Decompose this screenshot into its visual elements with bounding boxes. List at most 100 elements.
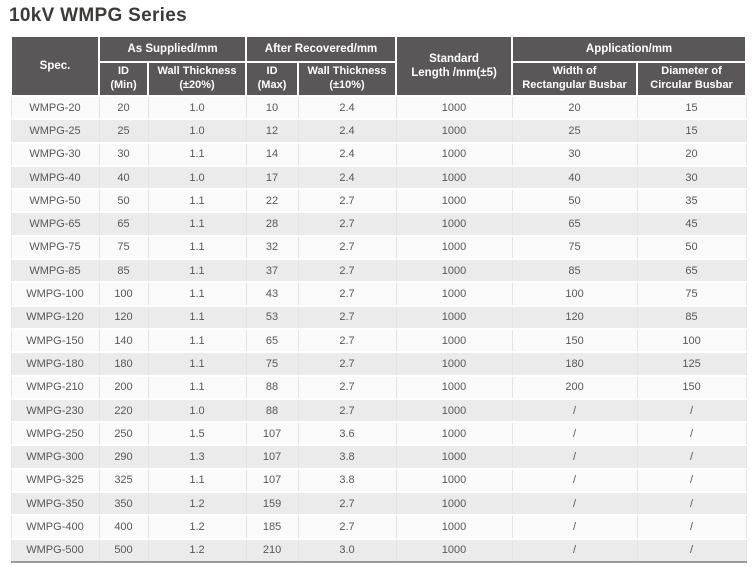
cell-width-rect-busbar: /	[511, 491, 638, 517]
cell-id-min: 40	[98, 164, 149, 191]
cell-id-min: 350	[98, 491, 149, 517]
cell-id-min: 325	[98, 467, 149, 494]
header-after-recovered: After Recovered/mm	[245, 35, 398, 63]
cell-spec: WMPG-65	[10, 211, 100, 237]
cell-dia-circ-busbar: 50	[636, 234, 747, 261]
cell-wall-thickness-10: 2.7	[297, 327, 397, 354]
cell-wall-thickness-10: 2.4	[297, 164, 397, 191]
table-row: WMPG-120 120 1.1 53 2.7 1000 120 85	[10, 304, 747, 330]
cell-width-rect-busbar: 30	[511, 141, 638, 167]
cell-dia-circ-busbar: 30	[636, 164, 747, 191]
cell-id-max: 107	[245, 467, 299, 494]
cell-spec: WMPG-400	[10, 514, 100, 540]
cell-width-rect-busbar: 50	[511, 188, 638, 214]
cell-standard-length: 1000	[395, 491, 513, 517]
table-row: WMPG-30 30 1.1 14 2.4 1000 30 20	[10, 141, 747, 167]
cell-spec: WMPG-30	[10, 141, 100, 167]
cell-id-max: 107	[245, 421, 299, 447]
cell-wall-thickness-10: 3.8	[297, 444, 397, 470]
cell-width-rect-busbar: 180	[511, 351, 638, 377]
cell-dia-circ-busbar: 75	[636, 281, 747, 307]
cell-standard-length: 1000	[395, 141, 513, 167]
cell-id-max: 65	[245, 327, 299, 354]
cell-id-min: 85	[98, 258, 149, 284]
cell-standard-length: 1000	[395, 94, 513, 121]
cell-standard-length: 1000	[395, 327, 513, 354]
cell-spec: WMPG-85	[10, 258, 100, 284]
cell-width-rect-busbar: 25	[511, 118, 638, 144]
cell-id-min: 30	[98, 141, 149, 167]
cell-id-max: 107	[245, 444, 299, 470]
header-standard-length: Standard Length /mm(±5)	[395, 35, 514, 97]
header-dia-circ-busbar: Diameter of Circular Busbar	[636, 61, 748, 97]
cell-wall-thickness-10: 3.8	[297, 467, 397, 494]
cell-wall-thickness-20: 1.2	[147, 491, 247, 517]
cell-id-min: 200	[98, 374, 149, 400]
cell-id-min: 120	[98, 304, 149, 330]
table-row: WMPG-50 50 1.1 22 2.7 1000 50 35	[10, 188, 747, 214]
cell-dia-circ-busbar: 15	[636, 94, 747, 121]
table-row: WMPG-20 20 1.0 10 2.4 1000 20 15	[10, 94, 747, 121]
cell-dia-circ-busbar: /	[636, 397, 747, 424]
cell-spec: WMPG-210	[10, 374, 100, 400]
cell-id-min: 290	[98, 444, 149, 470]
cell-spec: WMPG-325	[10, 467, 100, 494]
cell-wall-thickness-10: 2.4	[297, 141, 397, 167]
cell-wall-thickness-20: 1.1	[147, 467, 247, 494]
table-row: WMPG-400 400 1.2 185 2.7 1000//	[10, 514, 747, 540]
cell-spec: WMPG-100	[10, 281, 100, 307]
table-row: WMPG-350 350 1.2 159 2.7 1000//	[10, 491, 747, 517]
cell-dia-circ-busbar: 125	[636, 351, 747, 377]
cell-dia-circ-busbar: 20	[636, 141, 747, 167]
cell-spec: WMPG-40	[10, 164, 100, 191]
cell-wall-thickness-20: 1.1	[147, 258, 247, 284]
cell-wall-thickness-10: 2.7	[297, 188, 397, 214]
cell-wall-thickness-10: 2.7	[297, 281, 397, 307]
cell-wall-thickness-10: 2.7	[297, 374, 397, 400]
header-id-max: ID (Max)	[245, 61, 300, 97]
cell-id-max: 88	[245, 397, 299, 424]
cell-width-rect-busbar: 40	[511, 164, 638, 191]
cell-dia-circ-busbar: /	[636, 514, 747, 540]
cell-wall-thickness-20: 1.0	[147, 164, 247, 191]
cell-id-min: 75	[98, 234, 149, 261]
cell-id-min: 500	[98, 537, 149, 563]
cell-wall-thickness-20: 1.2	[147, 514, 247, 540]
cell-spec: WMPG-250	[10, 421, 100, 447]
cell-width-rect-busbar: 65	[511, 211, 638, 237]
table-row: WMPG-150 140 1.1 65 2.7 1000 150 100	[10, 327, 747, 354]
cell-wall-thickness-10: 2.7	[297, 351, 397, 377]
cell-width-rect-busbar: /	[511, 444, 638, 470]
cell-wall-thickness-10: 2.4	[297, 94, 397, 121]
cell-spec: WMPG-300	[10, 444, 100, 470]
header-group-row: Spec. As Supplied/mm After Recovered/mm …	[10, 35, 748, 97]
cell-width-rect-busbar: 100	[511, 281, 638, 307]
table-row: WMPG-40 40 1.0 17 2.4 1000 40 30	[10, 164, 747, 191]
cell-dia-circ-busbar: 45	[636, 211, 747, 237]
cell-width-rect-busbar: 75	[511, 234, 638, 261]
cell-spec: WMPG-500	[10, 537, 100, 563]
cell-wall-thickness-20: 1.1	[147, 188, 247, 214]
cell-wall-thickness-20: 1.1	[147, 211, 247, 237]
cell-standard-length: 1000	[395, 444, 513, 470]
table-body: WMPG-20 20 1.0 10 2.4 1000 20 15 WMPG-25 25 1.0 12 2…	[10, 94, 747, 563]
cell-width-rect-busbar: 120	[511, 304, 638, 330]
table-row: WMPG-75 75 1.1 32 2.7 1000 75 50	[10, 234, 747, 261]
table-row: WMPG-180 180 1.1 75 2.7 1000 180 125	[10, 351, 747, 377]
cell-wall-thickness-10: 3.0	[297, 537, 397, 563]
cell-id-max: 210	[245, 537, 299, 563]
cell-dia-circ-busbar: 100	[636, 327, 747, 354]
cell-spec: WMPG-20	[10, 94, 100, 121]
cell-wall-thickness-20: 1.0	[147, 397, 247, 424]
cell-width-rect-busbar: 150	[511, 327, 638, 354]
table-header: Spec. As Supplied/mm After Recovered/mm …	[10, 35, 748, 97]
cell-id-min: 140	[98, 327, 149, 354]
cell-spec: WMPG-25	[10, 118, 100, 144]
cell-wall-thickness-10: 2.7	[297, 234, 397, 261]
cell-wall-thickness-20: 1.0	[147, 94, 247, 121]
cell-id-min: 25	[98, 118, 149, 144]
cell-id-max: 32	[245, 234, 299, 261]
table-row: WMPG-250 250 1.5 107 3.6 1000//	[10, 421, 747, 447]
table-row: WMPG-230 220 1.0 88 2.7 1000//	[10, 397, 747, 424]
cell-dia-circ-busbar: 85	[636, 304, 747, 330]
